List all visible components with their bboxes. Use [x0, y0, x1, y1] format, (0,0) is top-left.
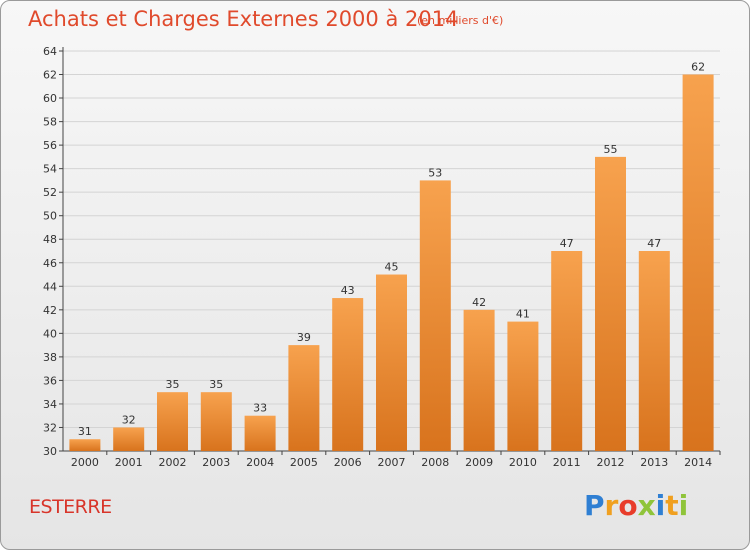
bar	[682, 74, 714, 451]
y-tick-label: 54	[43, 163, 57, 176]
logo-letter: o	[618, 489, 638, 522]
bar	[595, 156, 626, 451]
x-tick-label: 2011	[553, 456, 581, 469]
x-tick-label: 2004	[246, 456, 274, 469]
bar	[376, 274, 407, 451]
value-label: 35	[209, 378, 223, 391]
value-label: 43	[341, 284, 355, 297]
bar	[463, 309, 495, 451]
proxiti-logo[interactable]: Proxiti	[584, 489, 688, 522]
y-tick-label: 48	[43, 233, 57, 246]
value-label: 32	[122, 413, 136, 426]
y-tick-label: 60	[43, 92, 57, 105]
bar	[200, 392, 232, 451]
x-tick-label: 2010	[509, 456, 537, 469]
x-tick-label: 2003	[202, 456, 230, 469]
bars	[69, 74, 714, 452]
bar	[419, 180, 451, 452]
chart-title: Achats et Charges Externes 2000 à 2014	[28, 7, 459, 31]
logo-letter: t	[665, 489, 679, 522]
value-label: 62	[691, 61, 705, 74]
y-tick-label: 58	[43, 116, 57, 129]
bar	[551, 251, 583, 451]
y-tick-label: 46	[43, 257, 57, 270]
value-label: 45	[385, 261, 399, 274]
bar	[332, 298, 364, 451]
x-tick-label: 2001	[115, 456, 143, 469]
bar	[113, 427, 145, 451]
y-tick-label: 38	[43, 351, 57, 364]
value-label: 53	[428, 166, 442, 179]
x-tick-label: 2014	[684, 456, 712, 469]
value-label: 33	[253, 402, 267, 415]
y-tick-label: 32	[43, 421, 57, 434]
y-tick-label: 40	[43, 327, 57, 340]
logo-letter: r	[604, 489, 619, 522]
x-tick-label: 2013	[640, 456, 668, 469]
value-label: 55	[604, 143, 618, 156]
x-tick-label: 2000	[71, 456, 99, 469]
x-tick-label: 2012	[597, 456, 625, 469]
x-tick-label: 2009	[465, 456, 493, 469]
value-label: 41	[516, 308, 530, 321]
logo-letter: i	[655, 489, 666, 522]
y-tick-label: 30	[43, 445, 57, 458]
x-tick-label: 2008	[421, 456, 449, 469]
logo-letter: P	[584, 489, 605, 522]
x-tick-label: 2005	[290, 456, 318, 469]
y-tick-label: 42	[43, 304, 57, 317]
value-label: 42	[472, 296, 486, 309]
y-tick-label: 44	[43, 280, 57, 293]
x-tick-label: 2002	[159, 456, 187, 469]
y-tick-label: 52	[43, 186, 57, 199]
bar	[157, 392, 188, 451]
x-tick-label: 2006	[334, 456, 362, 469]
value-label: 31	[78, 425, 92, 438]
y-tick-label: 56	[43, 139, 57, 152]
logo-letter: x	[637, 489, 656, 522]
value-label: 47	[560, 237, 574, 250]
logo-letter: i	[678, 489, 689, 522]
y-tick-label: 34	[43, 398, 57, 411]
value-label: 39	[297, 331, 311, 344]
y-tick-label: 62	[43, 69, 57, 82]
bar	[638, 251, 670, 451]
value-label: 35	[166, 378, 180, 391]
bar	[507, 321, 539, 451]
chart-unit: (en milliers d'€)	[417, 14, 504, 27]
value-label: 47	[647, 237, 661, 250]
commune-name: ESTERRE	[29, 496, 112, 518]
bar	[69, 439, 101, 451]
x-tick-label: 2007	[378, 456, 406, 469]
bar	[288, 345, 320, 451]
y-tick-label: 64	[43, 45, 57, 58]
y-tick-label: 50	[43, 210, 57, 223]
labels: 31 2000 32 2001 35 2002 35 2003 33 2004 39 2005 43 20…	[71, 61, 712, 469]
bar	[244, 415, 276, 451]
y-tick-label: 36	[43, 374, 57, 387]
